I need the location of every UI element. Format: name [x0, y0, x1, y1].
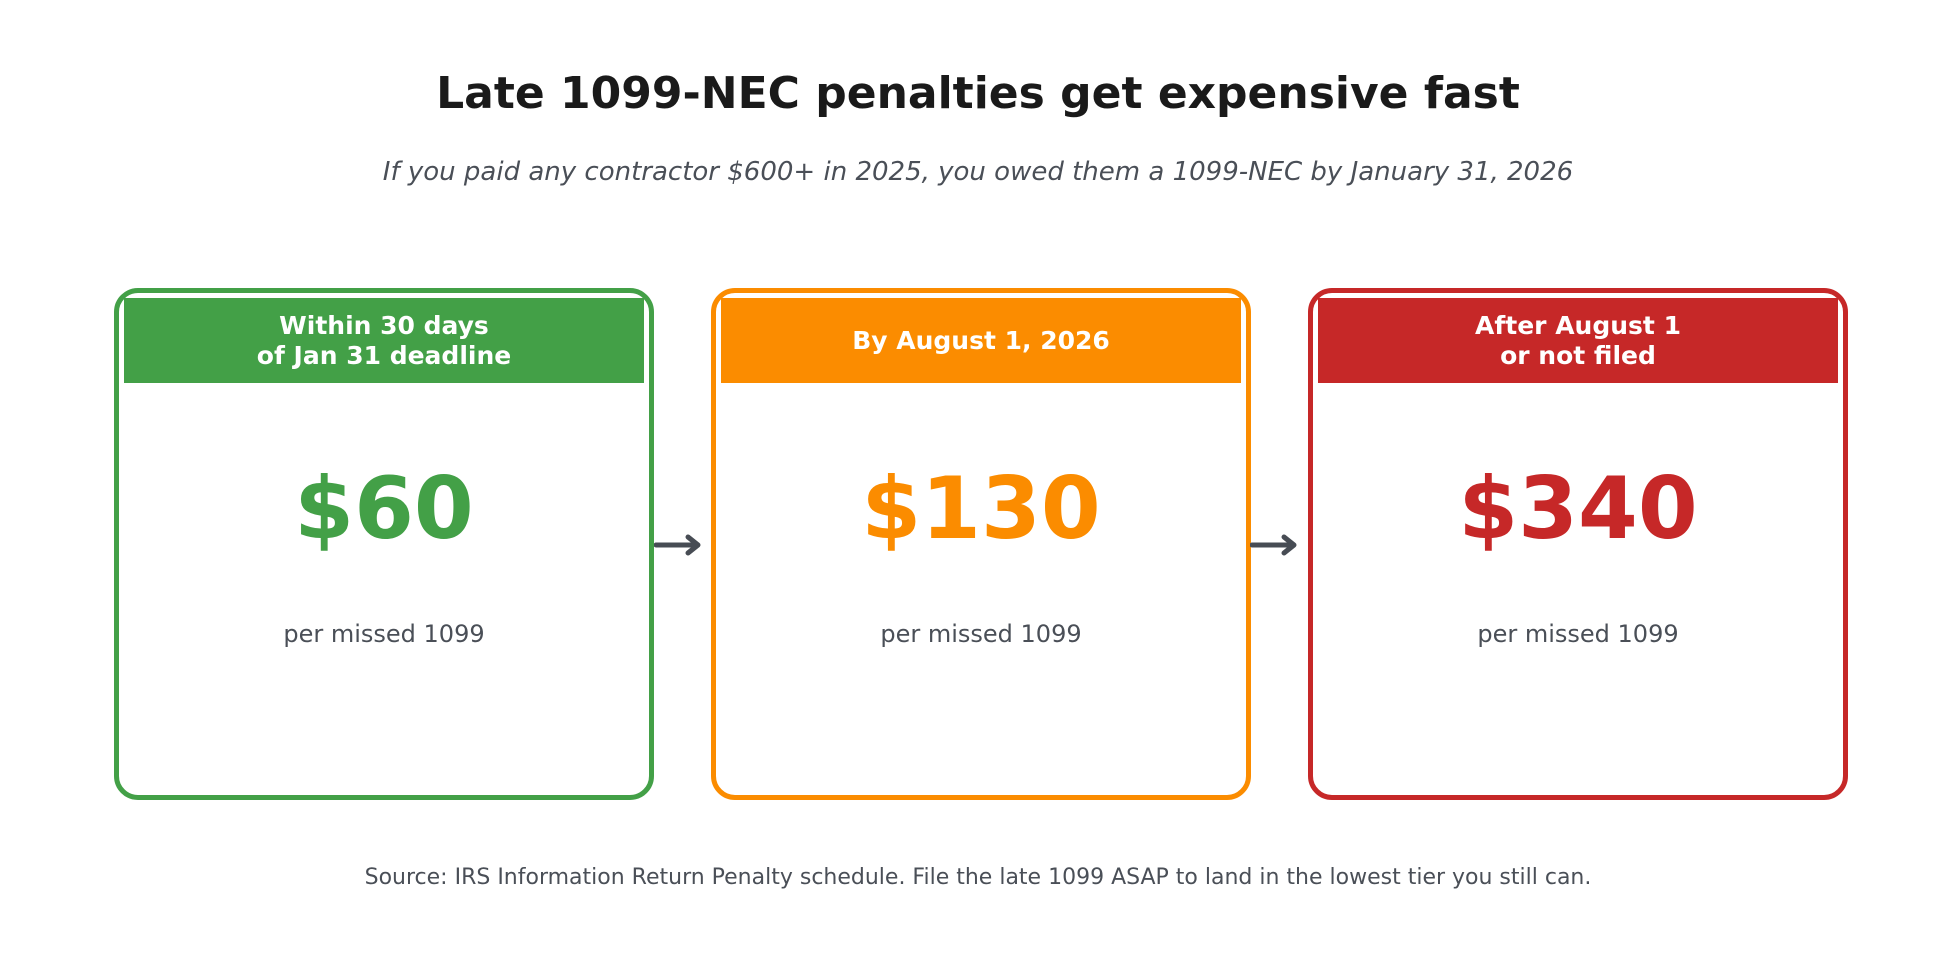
tier-card-2: By August 1, 2026 $130 per missed 1099	[711, 288, 1251, 800]
arrow-head	[685, 534, 701, 556]
arrow-right-icon	[1250, 534, 1297, 556]
tier-caption: per missed 1099	[283, 620, 485, 648]
page-subtitle: If you paid any contractor $600+ in 2025…	[382, 157, 1574, 187]
arrow-right-icon	[654, 534, 701, 556]
tier-header: By August 1, 2026	[721, 298, 1241, 383]
tier-amount: $340	[1458, 459, 1698, 559]
tier-card-1: Within 30 days of Jan 31 deadline $60 pe…	[114, 288, 654, 800]
tier-amount: $130	[861, 459, 1101, 559]
tier-card-3: After August 1 or not filed $340 per mis…	[1308, 288, 1848, 800]
source-note: Source: IRS Information Return Penalty s…	[364, 865, 1592, 890]
arrow-head	[1281, 534, 1297, 556]
tier-header: Within 30 days of Jan 31 deadline	[124, 298, 644, 383]
tier-caption: per missed 1099	[1477, 620, 1679, 648]
tier-amount: $60	[294, 459, 474, 559]
tier-header: After August 1 or not filed	[1318, 298, 1838, 383]
tier-caption: per missed 1099	[880, 620, 1082, 648]
page-title: Late 1099-NEC penalties get expensive fa…	[436, 68, 1520, 119]
